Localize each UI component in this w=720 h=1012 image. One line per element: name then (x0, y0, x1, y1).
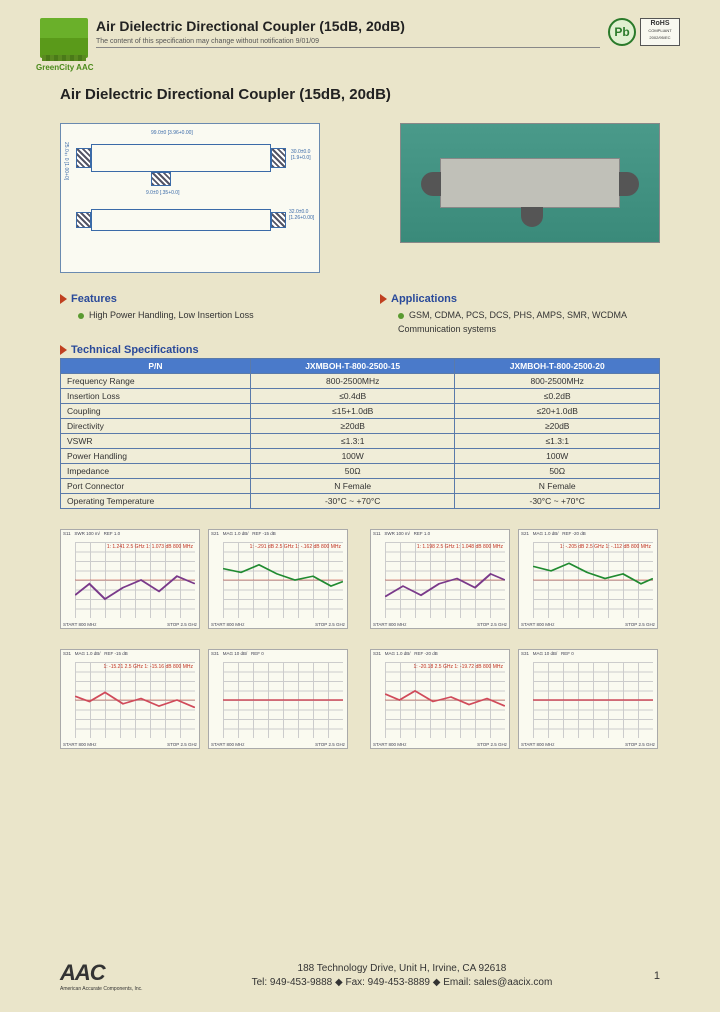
chart: S21 MAG 1.0 dB/ REF -15 dB1: -.291 dB 2.… (208, 529, 348, 629)
header-title: Air Dielectric Directional Coupler (15dB… (96, 18, 600, 34)
table-row: VSWR≤1.3:1≤1.3:1 (61, 434, 660, 449)
features-body: High Power Handling, Low Insertion Loss (60, 309, 340, 323)
chart: S31 MAG 10 dB/ REF 0START 800 MHzSTOP 2.… (518, 649, 658, 749)
pb-badge: Pb (608, 18, 636, 46)
triangle-icon (380, 294, 387, 304)
table-row: Coupling≤15+1.0dB≤20+1.0dB (61, 404, 660, 419)
page-number: 1 (654, 970, 660, 982)
table-row: Port ConnectorN FemaleN Female (61, 479, 660, 494)
main-title: Air Dielectric Directional Coupler (15dB… (60, 86, 660, 103)
page-header: GreenCity AAC Air Dielectric Directional… (0, 0, 720, 66)
technical-drawing: 99.0±0 [3.96+0.00] 25.0±0 [1.00+0] 30.0±… (60, 123, 320, 273)
chart: S21 MAG 1.0 dB/ REF -20 dB1: -.205 dB 2.… (518, 529, 658, 629)
product-photo (400, 123, 660, 243)
bullet-icon (398, 313, 404, 319)
specs-heading: Technical Specifications (60, 344, 660, 356)
specs-table: P/NJXMBOH-T-800-2500-15JXMBOH-T-800-2500… (60, 358, 660, 509)
table-row: Operating Temperature-30°C ~ +70°C-30°C … (61, 494, 660, 509)
table-header: P/N (61, 359, 251, 374)
table-row: Directivity≥20dB≥20dB (61, 419, 660, 434)
chart: S11 SWR 100 m/ REF 1.01: 1.198 2.5 GHz 1… (370, 529, 510, 629)
applications-heading: Applications (380, 293, 660, 305)
aac-subtitle: American Accurate Components, Inc. (60, 986, 150, 992)
table-row: Impedance50Ω50Ω (61, 464, 660, 479)
table-header: JXMBOH-T-800-2500-15 (250, 359, 455, 374)
table-header: JXMBOH-T-800-2500-20 (455, 359, 660, 374)
chart: S31 MAG 1.0 dB/ REF -15 dB1: -15.21 2.5 … (60, 649, 200, 749)
page-footer: AAC American Accurate Components, Inc. 1… (0, 960, 720, 992)
greencity-logo (40, 18, 88, 58)
charts-grid: S11 SWR 100 m/ REF 1.01: 1.241 2.5 GHz 1… (60, 529, 660, 749)
chart: S11 SWR 100 m/ REF 1.01: 1.241 2.5 GHz 1… (60, 529, 200, 629)
aac-logo: AAC (60, 960, 150, 986)
chart: S31 MAG 10 dB/ REF 0START 800 MHzSTOP 2.… (208, 649, 348, 749)
table-row: Power Handling100W100W (61, 449, 660, 464)
triangle-icon (60, 294, 67, 304)
table-row: Frequency Range800-2500MHz800-2500MHz (61, 374, 660, 389)
table-row: Insertion Loss≤0.4dB≤0.2dB (61, 389, 660, 404)
footer-address: 188 Technology Drive, Unit H, Irvine, CA… (170, 962, 634, 990)
applications-body: GSM, CDMA, PCS, DCS, PHS, AMPS, SMR, WCD… (380, 309, 660, 336)
features-heading: Features (60, 293, 340, 305)
triangle-icon (60, 345, 67, 355)
logo-text: GreenCity AAC (36, 63, 94, 72)
header-subtitle: The content of this specification may ch… (96, 36, 600, 48)
bullet-icon (78, 313, 84, 319)
chart: S31 MAG 1.0 dB/ REF -20 dB1: -20.18 2.5 … (370, 649, 510, 749)
rohs-badge: RoHS COMPLIANT 2002/95/EC (640, 18, 680, 46)
content: Air Dielectric Directional Coupler (15dB… (0, 66, 720, 759)
